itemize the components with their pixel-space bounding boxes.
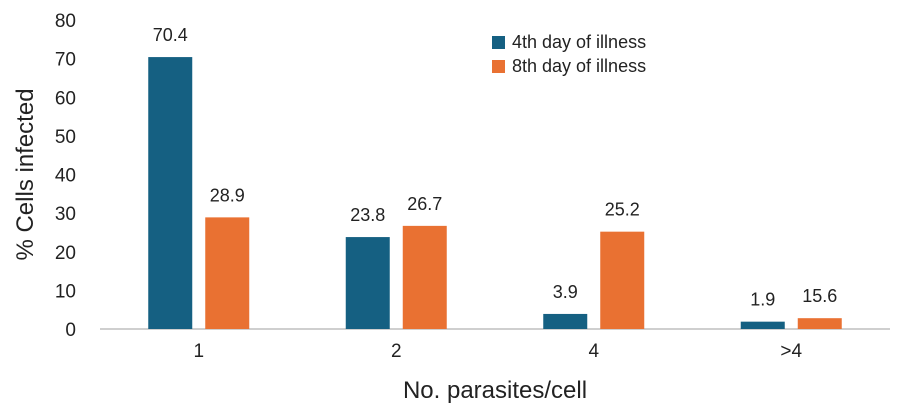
y-tick-label: 50	[55, 127, 76, 148]
data-label: 26.7	[407, 194, 442, 214]
y-tick-label: 70	[55, 50, 76, 71]
bar-day8-3	[797, 318, 842, 329]
data-label: 23.8	[350, 205, 385, 225]
legend-swatch	[492, 60, 505, 73]
legend-label: 4th day of illness	[512, 32, 646, 52]
data-label: 70.4	[153, 25, 188, 45]
x-tick-label: 4	[588, 341, 599, 362]
bars	[148, 57, 842, 330]
bar-day4-3	[740, 321, 785, 329]
data-label: 3.9	[553, 282, 578, 302]
y-tick-label: 30	[55, 204, 76, 225]
bar-day4-2	[543, 313, 588, 329]
legend: 4th day of illness 8th day of illness	[492, 32, 646, 76]
y-tick-label: 80	[55, 11, 76, 32]
bar-day8-1	[402, 225, 447, 329]
y-tick-label: 60	[55, 88, 76, 109]
x-axis-title: No. parasites/cell	[403, 377, 587, 404]
x-tick-label: >4	[780, 341, 802, 362]
bar-day8-0	[205, 217, 250, 329]
legend-swatch	[492, 36, 505, 49]
data-label: 15.6	[802, 286, 837, 306]
y-axis-ticks: 0 10 20 30 40 50 60 70 80	[55, 11, 76, 341]
bar-day4-1	[345, 237, 390, 329]
y-tick-label: 10	[55, 281, 76, 302]
x-tick-label: 1	[193, 341, 204, 362]
x-tick-label: 2	[391, 341, 402, 362]
y-axis-title: % Cells infected	[12, 88, 39, 260]
y-tick-label: 0	[65, 320, 76, 341]
bar-day8-2	[600, 231, 645, 329]
legend-label: 8th day of illness	[512, 56, 646, 76]
data-label: 1.9	[750, 290, 775, 310]
bar-day4-0	[148, 57, 193, 330]
data-label: 28.9	[210, 185, 245, 205]
y-tick-label: 20	[55, 243, 76, 264]
x-axis-ticks: 1 2 4 >4	[193, 341, 802, 362]
y-tick-label: 40	[55, 166, 76, 187]
data-labels: 70.4 28.9 23.8 26.7 3.9 25.2 1.9 15.6	[153, 25, 838, 310]
data-label: 25.2	[605, 200, 640, 220]
